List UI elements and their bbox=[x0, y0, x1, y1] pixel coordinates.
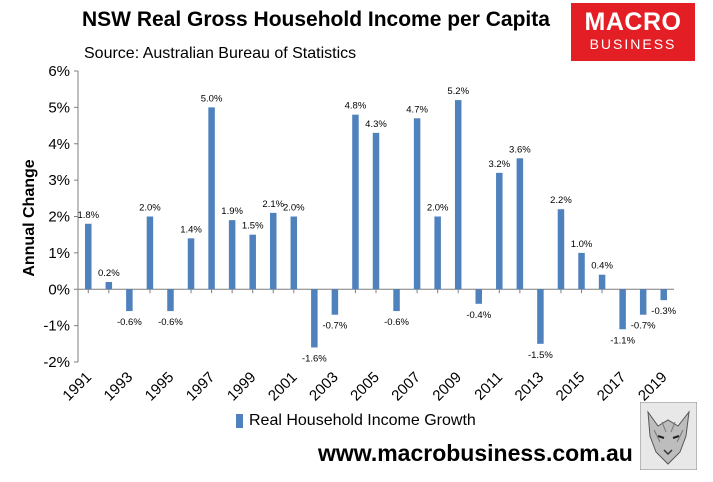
data-label: 2.0% bbox=[283, 203, 305, 214]
y-tick-label: 2% bbox=[48, 209, 70, 226]
chart-x-tick-labels: 1991 1993 1995 1997 1999 2001 2003 2005 2007 2009… bbox=[59, 369, 670, 405]
data-label: 5.0% bbox=[201, 93, 223, 104]
bar bbox=[557, 209, 565, 290]
data-label: 2.2% bbox=[550, 195, 572, 206]
chart-bars bbox=[85, 100, 667, 348]
data-label: 1.0% bbox=[571, 239, 593, 250]
data-label: 1.9% bbox=[221, 206, 243, 217]
bar bbox=[454, 100, 462, 290]
data-label: 2.1% bbox=[262, 199, 284, 210]
data-label: 3.2% bbox=[488, 159, 510, 170]
bar bbox=[290, 216, 298, 290]
bar bbox=[619, 289, 626, 330]
chart-data-labels: 1.8% 0.2% -0.6% 2.0% -0.6% 1.4% 5.0% 1.9% 1.5% 2.… bbox=[77, 86, 676, 364]
bar bbox=[126, 289, 133, 312]
data-label: 4.3% bbox=[365, 119, 387, 130]
bar bbox=[537, 289, 544, 344]
bar bbox=[598, 274, 606, 290]
bar bbox=[331, 289, 339, 315]
y-tick-label: -1% bbox=[43, 318, 70, 335]
data-label: -0.3% bbox=[651, 306, 676, 317]
x-tick-label: 1993 bbox=[101, 369, 137, 405]
data-label: 1.5% bbox=[242, 221, 264, 232]
bar bbox=[187, 238, 195, 290]
y-tick-label: 6% bbox=[48, 63, 70, 80]
bar bbox=[146, 216, 154, 290]
data-label: -1.6% bbox=[302, 353, 327, 364]
data-label: -0.6% bbox=[384, 317, 409, 328]
bar bbox=[167, 289, 174, 312]
bar bbox=[496, 172, 503, 290]
x-tick-label: 2019 bbox=[635, 369, 671, 405]
bar bbox=[352, 114, 359, 290]
data-label: 1.4% bbox=[180, 224, 202, 235]
data-label: 1.8% bbox=[77, 210, 99, 221]
logo-line-2: BUSINESS bbox=[589, 36, 677, 52]
bar bbox=[228, 220, 236, 290]
bar bbox=[475, 289, 483, 304]
x-tick-label: 2009 bbox=[429, 369, 465, 405]
x-tick-label: 1997 bbox=[183, 369, 219, 405]
x-tick-label: 1991 bbox=[59, 369, 95, 405]
website-url: www.macrobusiness.com.au bbox=[318, 440, 633, 466]
macrobusiness-logo: MACRO BUSINESS bbox=[571, 3, 695, 61]
data-label: -0.4% bbox=[466, 310, 491, 321]
chart-title: NSW Real Gross Household Income per Capi… bbox=[82, 8, 550, 31]
x-tick-label: 1999 bbox=[224, 369, 260, 405]
bar bbox=[639, 289, 647, 315]
data-label: 2.0% bbox=[427, 203, 449, 214]
y-tick-label: 1% bbox=[48, 245, 70, 262]
y-axis-label: Annual Change bbox=[21, 159, 38, 276]
y-tick-label: 3% bbox=[48, 172, 70, 189]
bar bbox=[311, 289, 318, 348]
wolf-logo-icon bbox=[640, 402, 697, 470]
data-label: -0.7% bbox=[322, 321, 347, 332]
data-label: 2.0% bbox=[139, 203, 161, 214]
y-tick-label: -2% bbox=[43, 354, 70, 371]
data-label: 5.2% bbox=[447, 86, 469, 97]
y-tick-label: 4% bbox=[48, 136, 70, 153]
chart-subtitle: Source: Australian Bureau of Statistics bbox=[84, 45, 357, 62]
data-label: -1.1% bbox=[610, 335, 635, 346]
data-label: -0.6% bbox=[117, 317, 142, 328]
x-tick-label: 2001 bbox=[265, 369, 301, 405]
data-label: 3.6% bbox=[509, 144, 531, 155]
data-label: 4.7% bbox=[406, 104, 428, 115]
bar bbox=[413, 118, 421, 290]
x-tick-label: 2007 bbox=[388, 369, 424, 405]
bar bbox=[208, 107, 215, 290]
y-tick-label: 5% bbox=[48, 99, 70, 116]
bar bbox=[85, 223, 92, 290]
bar bbox=[660, 289, 667, 301]
bar bbox=[269, 212, 277, 290]
data-label: -0.7% bbox=[631, 321, 656, 332]
legend-label: Real Household Income Growth bbox=[249, 412, 476, 429]
bar bbox=[372, 132, 380, 290]
bar bbox=[434, 216, 441, 290]
chart-y-tick-labels: -2% -1% 0% 1% 2% 3% 4% 5% 6% bbox=[43, 63, 70, 371]
bar bbox=[249, 234, 256, 290]
bar bbox=[393, 289, 400, 312]
y-tick-label: 0% bbox=[48, 281, 70, 298]
bar bbox=[105, 281, 113, 290]
bar bbox=[516, 158, 524, 290]
data-label: 0.4% bbox=[591, 261, 613, 272]
x-tick-label: 2017 bbox=[594, 369, 630, 405]
data-label: -1.5% bbox=[528, 350, 553, 361]
legend-swatch bbox=[236, 414, 243, 428]
x-tick-label: 1995 bbox=[142, 369, 178, 405]
data-label: 4.8% bbox=[345, 101, 367, 112]
chart-legend: Real Household Income Growth bbox=[236, 412, 476, 430]
bar bbox=[578, 252, 585, 290]
data-label: -0.6% bbox=[158, 317, 183, 328]
logo-line-1: MACRO bbox=[584, 8, 682, 36]
x-tick-label: 2013 bbox=[512, 369, 548, 405]
x-tick-label: 2003 bbox=[306, 369, 342, 405]
x-tick-label: 2005 bbox=[347, 369, 383, 405]
data-label: 0.2% bbox=[98, 268, 120, 279]
x-tick-label: 2015 bbox=[553, 369, 589, 405]
x-tick-label: 2011 bbox=[471, 369, 506, 404]
